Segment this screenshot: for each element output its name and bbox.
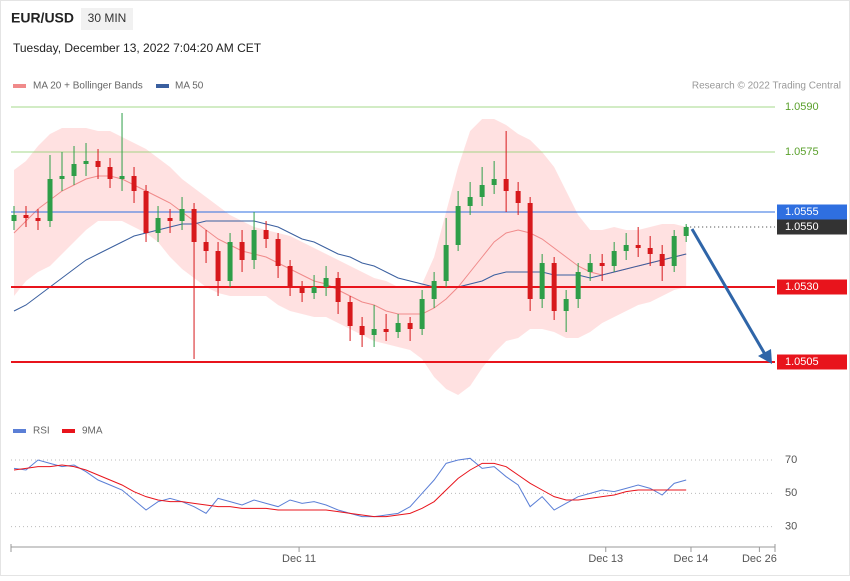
candle-body [443, 245, 449, 281]
candle-body [299, 287, 305, 293]
level-label-box [777, 354, 847, 370]
candle-body [563, 299, 569, 311]
candle-body [611, 251, 617, 266]
legend-label: 9MA [82, 426, 103, 437]
y-tick-label: 1.0575 [785, 146, 819, 158]
source: Research © 2022 Trading Central [692, 81, 841, 92]
candle-body [587, 263, 593, 272]
candle-body [635, 245, 641, 248]
candle-body [647, 248, 653, 254]
candle-body [539, 263, 545, 299]
y-tick-label: 1.0590 [785, 101, 819, 113]
subtitle: Tuesday, December 13, 2022 7:04:20 AM CE… [13, 41, 262, 55]
legend-label: MA 20 + Bollinger Bands [33, 81, 143, 92]
candle-body [191, 209, 197, 242]
x-tick-label: Dec 11 [282, 553, 316, 565]
candle-body [263, 230, 269, 239]
candle-body [35, 218, 41, 221]
indicator-line [13, 462, 687, 518]
candle-body [503, 179, 509, 191]
candle-body [143, 191, 149, 233]
legend-swatch [156, 84, 169, 88]
candle-body [131, 176, 137, 191]
chart-title: EUR/USD [11, 10, 74, 26]
candle-body [59, 176, 65, 179]
timeframe-box [81, 8, 133, 30]
candle-body [215, 251, 221, 281]
candle-body [47, 179, 53, 221]
candle-body [431, 281, 437, 299]
ma-line [13, 220, 687, 312]
candle-body [683, 227, 689, 236]
y-tick-label: 70 [785, 454, 797, 466]
candle-body [671, 236, 677, 266]
candle-body [395, 323, 401, 332]
legend-swatch [13, 429, 26, 433]
candle-body [383, 329, 389, 332]
candle-body [95, 161, 101, 167]
candle-body [23, 215, 29, 218]
y-tick-label: 1.0505 [785, 356, 819, 368]
y-tick-label: 1.0555 [785, 206, 819, 218]
y-tick-label: 1.0550 [785, 221, 819, 233]
candle-body [419, 299, 425, 329]
candle-body [167, 218, 173, 221]
candle-body [347, 302, 353, 326]
candle-body [479, 185, 485, 197]
candle-body [575, 272, 581, 299]
x-tick-label: Dec 14 [674, 553, 709, 565]
y-tick-label: 1.0530 [785, 281, 819, 293]
timeframe: 30 MIN [88, 11, 127, 25]
plot: 1.0590 1.0575 1.0555 1.0550 1.0530 1.0505 MA 2… [10, 81, 847, 565]
y-tick-label: 30 [785, 521, 797, 533]
projection-arrow [690, 228, 768, 357]
candle-body [371, 329, 377, 335]
candle-body [251, 230, 257, 260]
level-label-box [777, 219, 847, 235]
candle-body [311, 287, 317, 293]
candle-body [275, 239, 281, 266]
candle-body [359, 326, 365, 335]
candle-body [155, 218, 161, 233]
candle-body [551, 263, 557, 311]
candle-body [455, 206, 461, 245]
candle-body [287, 266, 293, 287]
candle-body [323, 278, 329, 287]
candle-body [11, 215, 17, 221]
candle-body [623, 245, 629, 251]
legend-label: RSI [33, 426, 50, 437]
candle-body [335, 278, 341, 302]
candle-body [83, 161, 89, 164]
candle-body [71, 164, 77, 176]
candle-body [659, 254, 665, 266]
level-label-box [777, 204, 847, 220]
legend-label: MA 50 [175, 81, 204, 92]
candle-body [491, 179, 497, 185]
candle-body [119, 176, 125, 179]
candle-body [467, 197, 473, 206]
candle-body [599, 263, 605, 266]
candle-body [515, 191, 521, 203]
candle-body [527, 203, 533, 299]
candle-body [239, 242, 245, 260]
candle-body [203, 242, 209, 251]
legend-swatch [62, 429, 75, 433]
candle-body [107, 167, 113, 179]
arrow-head [758, 349, 772, 364]
x-tick-label: Dec 26 [742, 553, 777, 565]
level-label-box [777, 279, 847, 295]
x-tick-label: Dec 13 [588, 553, 623, 565]
candle-body [179, 209, 185, 221]
candle-body [407, 323, 413, 329]
legend-swatch [13, 84, 26, 88]
y-tick-label: 50 [785, 487, 797, 499]
candle-body [227, 242, 233, 281]
